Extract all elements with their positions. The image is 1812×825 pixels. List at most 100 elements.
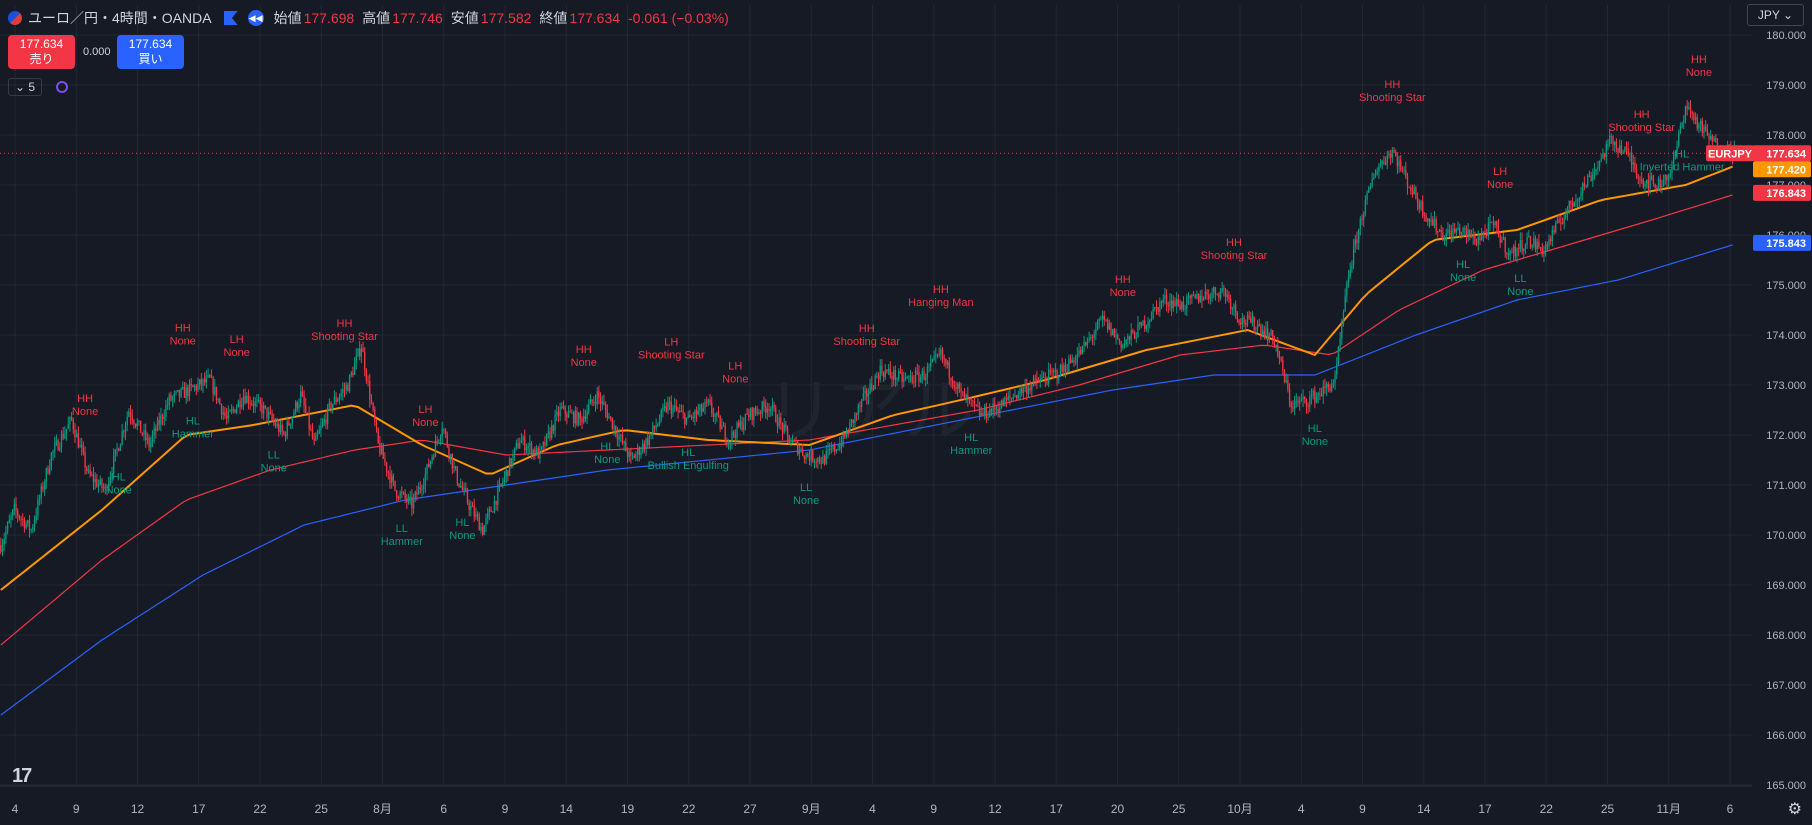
candle-body — [401, 492, 403, 494]
candle-body — [1701, 120, 1703, 134]
candle — [1651, 172, 1653, 181]
candle — [27, 519, 29, 527]
candle — [547, 424, 550, 439]
candle — [141, 432, 144, 437]
swing-label-line: HH — [1691, 54, 1707, 66]
candle-body — [1110, 323, 1112, 336]
candle — [1263, 325, 1265, 340]
candle-body — [626, 451, 629, 458]
candle-body — [552, 425, 555, 431]
candle — [1086, 337, 1089, 349]
candle — [1253, 316, 1255, 334]
candle-body — [1374, 174, 1377, 178]
candle-body — [1115, 335, 1117, 337]
candle — [699, 403, 701, 417]
candle — [793, 438, 795, 442]
candle — [796, 439, 799, 457]
candle — [1005, 392, 1008, 408]
candle-body — [588, 404, 590, 412]
candle-body — [84, 452, 86, 468]
candle — [593, 396, 595, 407]
candle — [1615, 138, 1618, 153]
candle — [273, 413, 275, 427]
candle — [968, 397, 971, 405]
candle-body — [795, 440, 797, 442]
candle-body — [1445, 233, 1447, 241]
candle-body — [615, 425, 617, 435]
symbol-title[interactable]: ユーロ／円・4時間・OANDA — [28, 10, 212, 26]
candle — [468, 499, 470, 517]
candle-body — [1144, 320, 1146, 329]
candle-body — [490, 509, 492, 512]
candle-body — [306, 412, 309, 414]
indicator-toggle[interactable]: ⌄ 5 — [8, 78, 43, 96]
chart-header: ユーロ／円・4時間・OANDA ◀◀ 始値 177.698 高値 177.746 安… — [8, 6, 737, 30]
candle-body — [1122, 345, 1124, 348]
candle-body — [828, 448, 831, 450]
candle — [583, 408, 585, 425]
candle — [1177, 294, 1180, 307]
candle-body — [842, 433, 844, 447]
candle-body — [1093, 334, 1095, 338]
candle — [1199, 290, 1201, 304]
candle — [1191, 293, 1193, 304]
candle-body — [1277, 344, 1279, 356]
candle-body — [1236, 312, 1239, 320]
bookmark-icon[interactable] — [223, 11, 238, 25]
candle-body — [1418, 203, 1420, 209]
candle-body — [1555, 222, 1557, 233]
candle-body — [1428, 218, 1431, 222]
buy-button[interactable]: 177.634 買い — [117, 35, 184, 69]
settings-gear-icon[interactable]: ⚙ — [1787, 801, 1802, 818]
candle-body — [837, 449, 839, 451]
candle-body — [338, 396, 341, 400]
candle-body — [483, 525, 486, 535]
candle-body — [1679, 126, 1682, 133]
candle-body — [690, 416, 693, 418]
candle — [665, 402, 667, 414]
candle-body — [813, 461, 816, 463]
candle-body — [343, 389, 346, 391]
candle-body — [288, 421, 290, 426]
candle-body — [746, 413, 748, 415]
candle-body — [1652, 179, 1655, 184]
candle — [32, 523, 34, 534]
currency-selector[interactable]: JPY ⌄ — [1746, 4, 1804, 26]
candle — [1548, 234, 1550, 250]
candle — [478, 512, 480, 531]
candle — [599, 392, 602, 412]
candle-body — [1565, 213, 1567, 219]
candle — [111, 466, 113, 484]
swing-label-line: HH — [1384, 79, 1400, 91]
candle — [690, 414, 693, 421]
swing-label-line: LH — [728, 361, 742, 373]
replay-icon[interactable]: ◀◀ — [247, 10, 264, 26]
candle — [466, 487, 469, 506]
candle — [505, 467, 507, 484]
candle — [759, 409, 762, 422]
candle — [148, 434, 150, 452]
candle-body — [139, 420, 142, 434]
candle-body — [849, 422, 851, 434]
candle — [861, 398, 863, 413]
candle-body — [930, 361, 932, 367]
candle-body — [1214, 287, 1217, 295]
candle — [175, 390, 177, 396]
candle — [1112, 328, 1114, 336]
candle — [751, 406, 753, 426]
swing-label-line: HL — [455, 517, 469, 529]
candle-body — [1218, 294, 1220, 299]
candle-body — [1411, 191, 1414, 195]
candle-body — [118, 448, 120, 451]
candle — [65, 428, 68, 441]
sell-button[interactable]: 177.634 売り — [8, 35, 75, 69]
candle-body — [1253, 316, 1255, 331]
candle-body — [273, 419, 275, 422]
candle — [160, 407, 162, 431]
candle-body — [559, 406, 561, 417]
candle — [1106, 317, 1109, 333]
candle — [513, 447, 516, 461]
candle — [844, 432, 846, 439]
candle-body — [527, 446, 529, 449]
